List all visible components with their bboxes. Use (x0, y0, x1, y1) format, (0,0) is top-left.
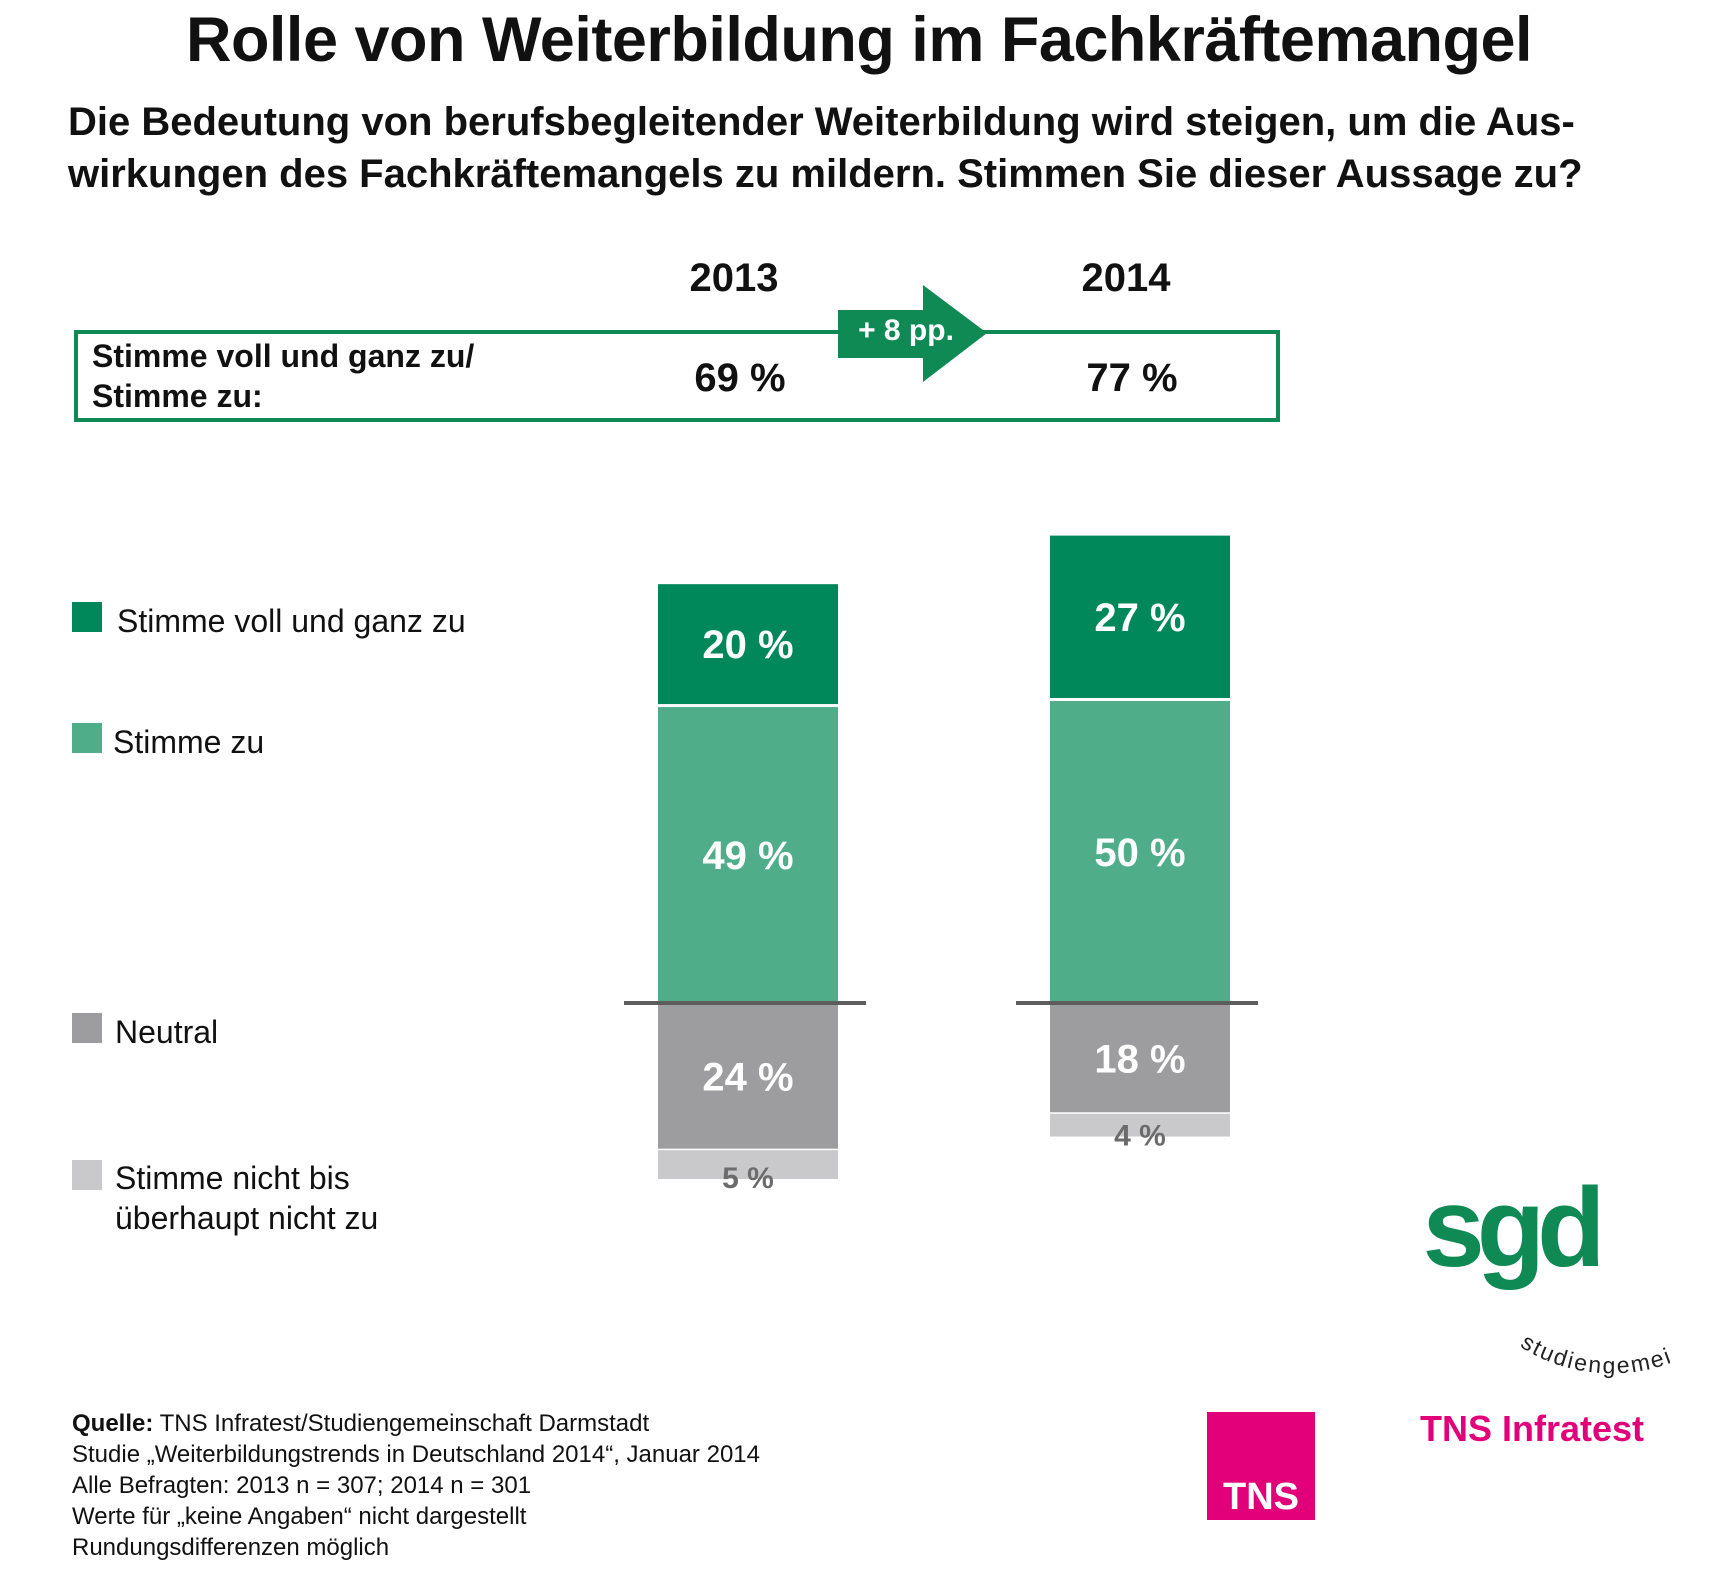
legend-swatch-voll (72, 602, 102, 632)
source-note: Quelle: TNS Infratest/Studiengemeinschaf… (72, 1408, 760, 1563)
label-neutral-2013: 24 % (702, 1056, 793, 1100)
source-line-4: Werte für „keine Angaben“ nicht dargeste… (72, 1503, 527, 1530)
survey-question: Die Bedeutung von berufsbegleitender Wei… (68, 96, 1668, 200)
delta-arrow-icon (838, 285, 987, 382)
question-line-1: Die Bedeutung von berufsbegleitender Wei… (68, 100, 1575, 144)
delta-label: + 8 pp. (858, 314, 954, 347)
sgd-logo-letters: sgd (1422, 1165, 1599, 1290)
label-nicht-2013: 5 % (722, 1162, 774, 1195)
label-zu-2014: 50 % (1094, 831, 1185, 875)
year-2014-heading: 2014 (1081, 256, 1171, 300)
legend-swatch-neutral (72, 1013, 102, 1043)
label-voll-2014: 27 % (1094, 596, 1185, 640)
bar-voll-2014 (1050, 535, 1230, 698)
label-zu-2013: 49 % (702, 834, 793, 878)
bar-neutral-2014 (1050, 1004, 1230, 1113)
bar-neutral-2013 (658, 1004, 838, 1149)
legend-label-zu: Stimme zu (113, 724, 265, 760)
tns-logo-text: TNS (1223, 1476, 1299, 1518)
source-line-1: TNS Infratest/Studiengemeinschaft Darmst… (153, 1410, 650, 1437)
sgd-logo: sgd studiengemeinschaft · darmstadt (1422, 1165, 1670, 1378)
year-2013-heading: 2013 (689, 256, 779, 300)
label-voll-2013: 20 % (702, 623, 793, 667)
legend-label-nicht: Stimme nicht bis überhaupt nicht zu (115, 1158, 378, 1238)
summary-box (74, 330, 1280, 422)
source-line-3: Alle Befragten: 2013 n = 307; 2014 n = 3… (72, 1472, 532, 1499)
chart-title: Rolle von Weiterbildung im Fachkräfteman… (185, 5, 1533, 75)
legend-label-nicht-line-2: überhaupt nicht zu (115, 1200, 379, 1236)
bar-nicht-2013 (658, 1150, 838, 1180)
legend-swatch-zu (72, 723, 102, 753)
bar-voll-2013 (658, 584, 838, 705)
summary-label-line-1: Stimme voll und ganz zu/ (92, 338, 475, 374)
legend-swatch-nicht (72, 1160, 102, 1190)
tns-infratest-name: TNS Infratest (1420, 1408, 1645, 1449)
source-label: Quelle: (72, 1410, 154, 1437)
summary-label: Stimme voll und ganz zu/ Stimme zu: (92, 336, 474, 416)
legend-label-neutral: Neutral (115, 1014, 219, 1050)
source-line-5: Rundungsdifferenzen möglich (72, 1534, 390, 1561)
label-nicht-2014: 4 % (1114, 1120, 1166, 1153)
summary-value-2013: 69 % (694, 356, 786, 400)
bar-zu-2014 (1050, 701, 1230, 1003)
bar-nicht-2014 (1050, 1113, 1230, 1137)
source-line-2: Studie „Weiterbildungstrends in Deutschl… (72, 1441, 760, 1468)
bar-zu-2013 (658, 707, 838, 1003)
label-neutral-2014: 18 % (1094, 1037, 1185, 1081)
legend-label-voll: Stimme voll und ganz zu (117, 603, 466, 639)
summary-label-line-2: Stimme zu: (92, 378, 263, 414)
question-line-2: wirkungen des Fachkräftemangels zu milde… (68, 152, 1583, 196)
summary-value-2014: 77 % (1086, 356, 1178, 400)
legend-label-nicht-line-1: Stimme nicht bis (115, 1160, 350, 1196)
tns-logo-box (1207, 1412, 1315, 1520)
